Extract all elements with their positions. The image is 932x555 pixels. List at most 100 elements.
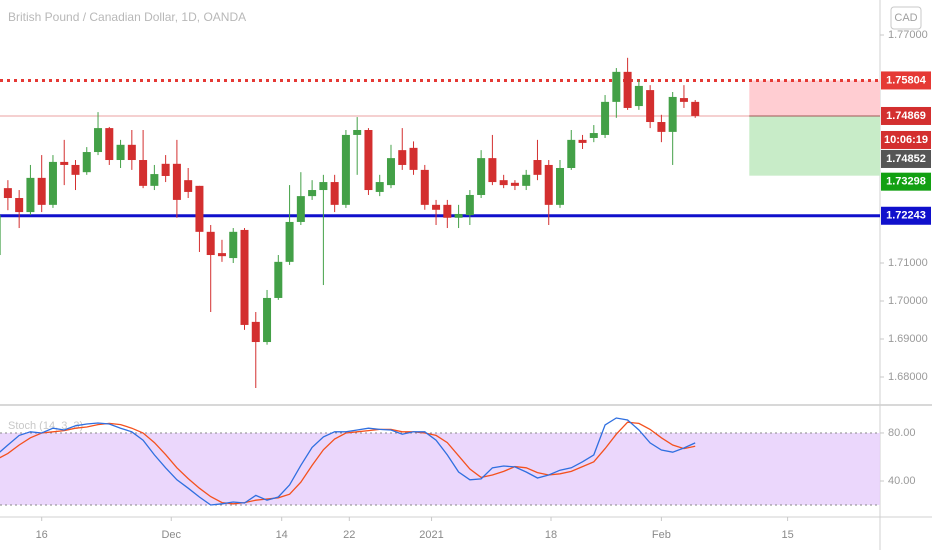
candle-body xyxy=(82,152,91,173)
stop-zone xyxy=(749,80,880,116)
candle-body xyxy=(443,204,452,218)
bid-label: 1.74852 xyxy=(886,153,926,165)
candle-body xyxy=(477,158,486,195)
candle-body xyxy=(341,134,350,205)
indicator-title: Stoch (14, 3, 3) xyxy=(8,420,83,432)
countdown-box xyxy=(881,130,931,149)
currency-label[interactable]: CAD xyxy=(894,12,917,24)
stoch-pane xyxy=(0,417,880,506)
candle-body xyxy=(94,128,103,153)
x-tick-label: Feb xyxy=(652,529,671,541)
candle-body xyxy=(217,253,226,257)
candle-body xyxy=(386,158,395,186)
candle-body xyxy=(263,297,272,343)
x-tick-label: 16 xyxy=(36,529,48,541)
candle-body xyxy=(510,182,519,186)
candle-body xyxy=(308,190,317,197)
x-tick-label: 18 xyxy=(545,529,557,541)
x-tick-label: 14 xyxy=(276,529,288,541)
band-fill xyxy=(0,432,880,505)
candle-body xyxy=(184,180,193,192)
price-label: 1.75804 xyxy=(886,74,927,86)
target-label-box xyxy=(881,172,931,191)
candle-body xyxy=(432,204,441,210)
x-tick-label: 22 xyxy=(343,529,355,541)
candle-body xyxy=(116,144,125,161)
candle-body xyxy=(409,147,418,170)
candle-body xyxy=(589,133,598,138)
y2-tick-label: 80.00 xyxy=(888,427,916,439)
candle-body xyxy=(679,98,688,102)
candle-body xyxy=(15,198,24,213)
price-label: 1.72243 xyxy=(886,210,926,222)
candle-body xyxy=(533,160,542,175)
chart-title: British Pound / Canadian Dollar, 1D, OAN… xyxy=(8,10,246,24)
candle-body xyxy=(127,144,136,161)
candle-body xyxy=(544,164,553,205)
candle-body xyxy=(60,161,69,165)
y-tick-label: 1.68000 xyxy=(888,371,928,383)
x-tick-label: 15 xyxy=(781,529,793,541)
candle-body xyxy=(601,101,610,135)
price-label: 1.74869 xyxy=(886,110,926,122)
x-tick-label: Dec xyxy=(161,529,181,541)
candle-body xyxy=(375,182,384,192)
candle-body xyxy=(499,180,508,186)
y-tick-label: 1.77000 xyxy=(888,29,928,41)
price-label-box xyxy=(881,71,931,90)
y-tick-label: 1.70000 xyxy=(888,295,928,307)
candle-body xyxy=(567,139,576,168)
price-pane xyxy=(0,57,880,389)
bid-label-box xyxy=(881,149,931,168)
candle-body xyxy=(668,96,677,132)
candle-body xyxy=(353,129,362,135)
candle-body xyxy=(71,164,80,175)
candle-body xyxy=(634,85,643,107)
target-zone xyxy=(749,115,880,176)
candle-body xyxy=(296,196,305,222)
candle-body xyxy=(398,150,407,165)
y-tick-label: 1.69000 xyxy=(888,333,928,345)
candle-body xyxy=(646,90,655,123)
candle-body xyxy=(195,185,204,232)
candle-body xyxy=(691,101,700,116)
candle-body xyxy=(105,128,114,161)
candle-body xyxy=(578,139,587,143)
candle-body xyxy=(139,160,148,186)
candle-body xyxy=(26,177,35,213)
stoch-line xyxy=(0,417,696,506)
countdown: 10:06:19 xyxy=(884,134,928,146)
candle-body xyxy=(37,177,46,205)
candle-body xyxy=(330,182,339,205)
candle-body xyxy=(229,231,238,259)
candle-body xyxy=(623,71,632,108)
candle-body xyxy=(522,174,531,186)
target-label: 1.73298 xyxy=(886,176,926,188)
price-label-box xyxy=(881,106,931,125)
candle-body xyxy=(488,158,497,183)
candle-body xyxy=(206,231,215,256)
x-tick-label: 2021 xyxy=(419,529,443,541)
candle-body xyxy=(240,229,249,325)
candle-body xyxy=(454,213,463,218)
candle-body xyxy=(161,163,170,176)
candle-body xyxy=(556,167,564,205)
candle-body xyxy=(612,71,621,102)
candle-body xyxy=(150,174,159,186)
candle-body xyxy=(364,129,373,191)
y2-tick-label: 40.00 xyxy=(888,475,916,487)
candle-body xyxy=(3,188,12,199)
candle-body xyxy=(274,261,283,298)
candle-body xyxy=(285,221,294,262)
currency-box[interactable] xyxy=(890,6,922,30)
candle-body xyxy=(251,321,260,343)
y-tick-label: 1.71000 xyxy=(888,257,928,269)
candle-body xyxy=(0,215,1,256)
price-label-box xyxy=(881,206,931,225)
candle-body xyxy=(48,161,57,205)
candle-body xyxy=(657,122,666,132)
candle-body xyxy=(420,169,429,205)
stoch-line xyxy=(0,421,696,505)
candle-body xyxy=(172,163,181,200)
